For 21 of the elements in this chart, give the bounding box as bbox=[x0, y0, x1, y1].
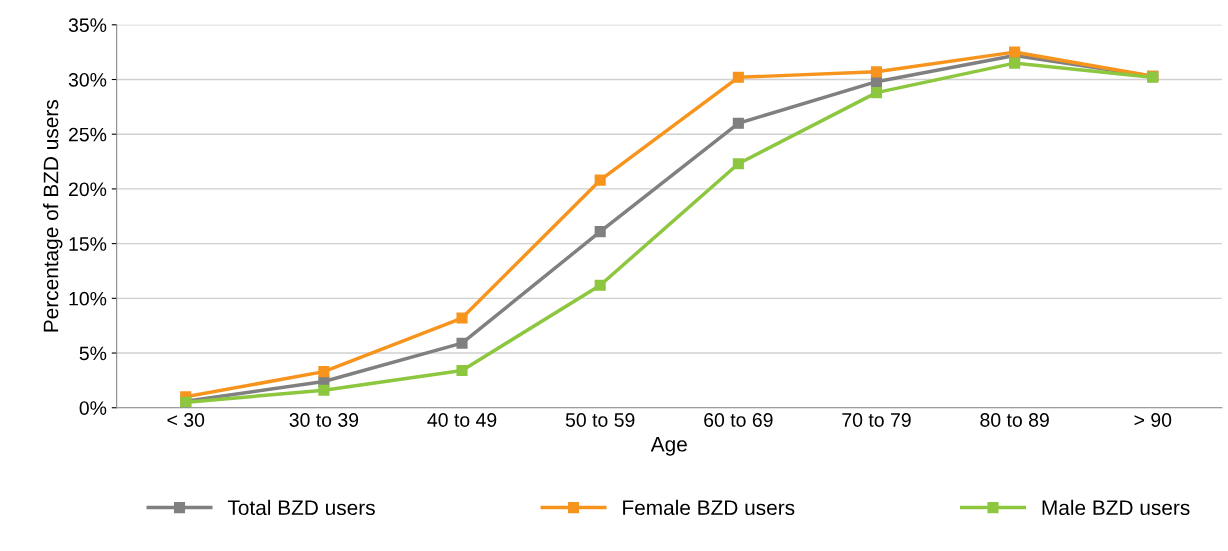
y-tick-label: 25% bbox=[69, 127, 107, 142]
x-tick-label: 70 to 79 bbox=[842, 413, 911, 427]
legend-label: Total BZD users bbox=[227, 499, 375, 516]
y-tick-label: 30% bbox=[68, 72, 107, 87]
x-tick-label: 40 to 49 bbox=[427, 413, 497, 427]
x-tick-label: 30 to 39 bbox=[289, 413, 359, 427]
x-axis-title: Age bbox=[650, 437, 687, 456]
x-tick-label: 80 to 89 bbox=[980, 413, 1049, 427]
y-tick-label: 20% bbox=[69, 182, 107, 197]
y-tick-label: 35% bbox=[68, 18, 107, 33]
x-tick-label: > 90 bbox=[1134, 413, 1172, 427]
legend-label: Male BZD users bbox=[1042, 499, 1190, 516]
x-tick-label: 50 to 59 bbox=[565, 413, 635, 427]
y-tick-label: 0% bbox=[79, 401, 107, 415]
y-axis-title: Percentage of BZD users bbox=[43, 100, 63, 332]
y-tick-label: 15% bbox=[69, 237, 107, 251]
y-tick-label: 5% bbox=[79, 346, 107, 361]
x-tick-label: 60 to 69 bbox=[704, 413, 773, 427]
y-tick-label: 10% bbox=[69, 291, 107, 306]
x-tick-label: < 30 bbox=[167, 413, 205, 427]
legend-label: Female BZD users bbox=[623, 499, 795, 516]
